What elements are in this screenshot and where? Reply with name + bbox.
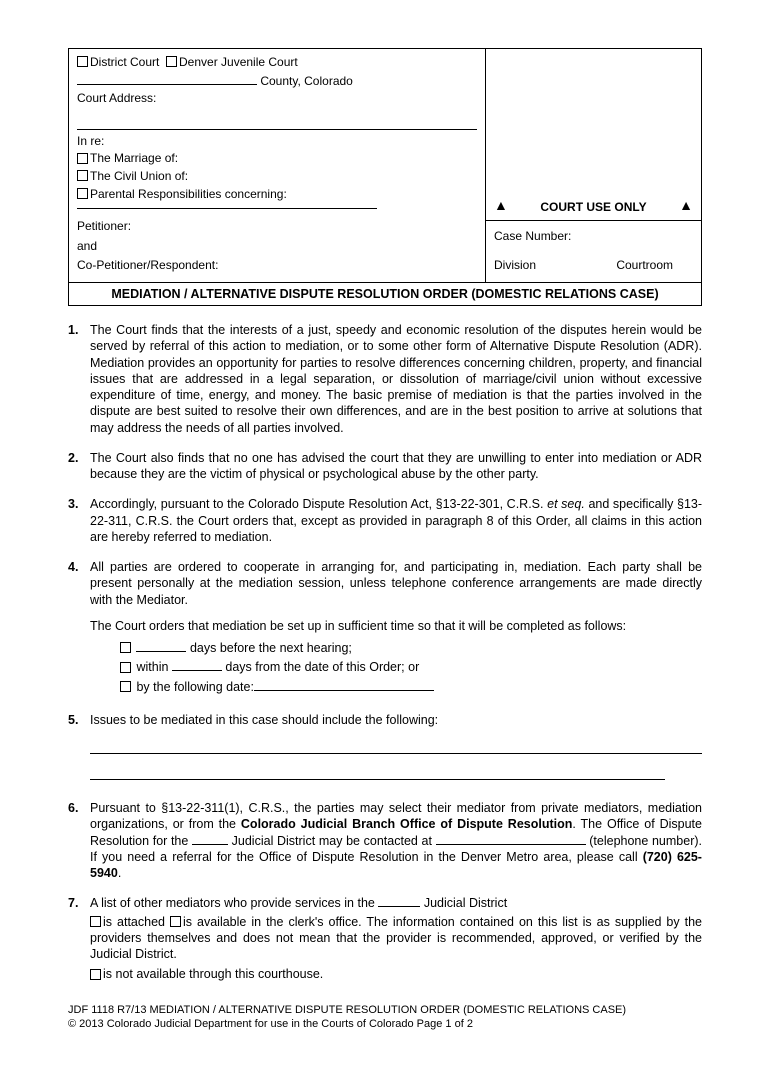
form-header: District Court Denver Juvenile Court Cou…: [68, 48, 702, 283]
opt-by-date: by the following date:: [136, 680, 253, 694]
item-7-intro-b: Judicial District: [420, 896, 507, 910]
blank-within-days[interactable]: [172, 659, 222, 671]
blank-phone[interactable]: [436, 833, 586, 845]
copetitioner-label: Co-Petitioner/Respondent:: [77, 258, 477, 274]
checkbox-available[interactable]: [170, 916, 181, 927]
in-re-label: In re:: [77, 134, 477, 150]
blank-district-2[interactable]: [378, 895, 420, 907]
issue-line-2[interactable]: [90, 764, 665, 780]
triangle-left-icon: ▲: [494, 196, 508, 214]
triangle-right-icon: ▲: [679, 196, 693, 214]
item-1: 1. The Court finds that the interests of…: [68, 322, 702, 436]
item-number: 5.: [68, 712, 90, 780]
blank-district-1[interactable]: [192, 833, 228, 845]
checkbox-attached[interactable]: [90, 916, 101, 927]
blank-days-before[interactable]: [136, 640, 186, 652]
item-number: 3.: [68, 496, 90, 545]
item-4-intro: The Court orders that mediation be set u…: [90, 618, 702, 634]
checkbox-district-court[interactable]: [77, 56, 88, 67]
opt-attached: is attached: [103, 915, 170, 929]
checkbox-denver-juvenile[interactable]: [166, 56, 177, 67]
county-blank[interactable]: [77, 73, 257, 85]
blank-by-date[interactable]: [254, 679, 434, 691]
footer-line-2: © 2013 Colorado Judicial Department for …: [68, 1017, 702, 1031]
item-number: 2.: [68, 450, 90, 483]
checkbox-civil-union[interactable]: [77, 170, 88, 181]
item-4-options: days before the next hearing; within day…: [120, 640, 702, 695]
courtroom-label: Courtroom: [616, 258, 673, 274]
page-footer: JDF 1118 R7/13 MEDIATION / ALTERNATIVE D…: [68, 1003, 702, 1032]
checkbox-by-date[interactable]: [120, 681, 131, 692]
label-parental: Parental Responsibilities concerning:: [90, 187, 287, 201]
issue-line-1[interactable]: [90, 738, 702, 754]
checkbox-parental[interactable]: [77, 188, 88, 199]
item-number: 4.: [68, 559, 90, 698]
item-7: 7. A list of other mediators who provide…: [68, 895, 702, 982]
opt-not-available: is not available through this courthouse…: [103, 967, 323, 981]
division-label: Division: [494, 258, 536, 274]
item-5-text: Issues to be mediated in this case shoul…: [90, 713, 438, 727]
label-civil-union: The Civil Union of:: [90, 169, 188, 183]
label-marriage: The Marriage of:: [90, 151, 178, 165]
item-3-text: Accordingly, pursuant to the Colorado Di…: [90, 496, 702, 545]
label-denver-juvenile: Denver Juvenile Court: [179, 55, 298, 69]
item-7-intro-a: A list of other mediators who provide se…: [90, 896, 378, 910]
checkbox-not-available[interactable]: [90, 969, 101, 980]
opt-available: is available in the clerk's office. The …: [90, 915, 702, 962]
item-number: 1.: [68, 322, 90, 436]
case-number-label: Case Number:: [494, 229, 693, 245]
order-body: 1. The Court finds that the interests of…: [68, 322, 702, 983]
checkbox-within-days[interactable]: [120, 662, 131, 673]
item-6: 6. Pursuant to §13-22-311(1), C.R.S., th…: [68, 800, 702, 881]
item-number: 7.: [68, 895, 90, 982]
footer-line-1: JDF 1118 R7/13 MEDIATION / ALTERNATIVE D…: [68, 1003, 702, 1017]
item-number: 6.: [68, 800, 90, 881]
item-1-text: The Court finds that the interests of a …: [90, 322, 702, 436]
form-title: MEDIATION / ALTERNATIVE DISPUTE RESOLUTI…: [68, 283, 702, 306]
petitioner-label: Petitioner:: [77, 219, 477, 235]
opt-within-a: within: [136, 660, 171, 674]
item-4: 4. All parties are ordered to cooperate …: [68, 559, 702, 698]
item-2-text: The Court also finds that no one has adv…: [90, 450, 702, 483]
case-info: Case Number: Division Courtroom: [486, 221, 701, 282]
checkbox-marriage[interactable]: [77, 153, 88, 164]
label-district-court: District Court: [90, 55, 159, 69]
item-2: 2. The Court also finds that no one has …: [68, 450, 702, 483]
opt-days-before: days before the next hearing;: [186, 641, 351, 655]
opt-within-b: days from the date of this Order; or: [222, 660, 419, 674]
header-left: District Court Denver Juvenile Court Cou…: [69, 49, 486, 282]
header-right: ▲ COURT USE ONLY ▲ Case Number: Division…: [486, 49, 701, 282]
court-use-label: COURT USE ONLY: [540, 200, 646, 216]
checkbox-days-before[interactable]: [120, 642, 131, 653]
item-5-body: Issues to be mediated in this case shoul…: [90, 712, 702, 780]
county-suffix: County, Colorado: [260, 74, 353, 88]
item-4-body: All parties are ordered to cooperate in …: [90, 559, 702, 698]
court-address-label: Court Address:: [77, 91, 477, 107]
item-3: 3. Accordingly, pursuant to the Colorado…: [68, 496, 702, 545]
item-4-text: All parties are ordered to cooperate in …: [90, 560, 702, 607]
item-5: 5. Issues to be mediated in this case sh…: [68, 712, 702, 780]
item-6-text: Pursuant to §13-22-311(1), C.R.S., the p…: [90, 800, 702, 881]
court-use-only: ▲ COURT USE ONLY ▲: [486, 49, 701, 221]
item-7-body: A list of other mediators who provide se…: [90, 895, 702, 982]
and-label: and: [77, 239, 477, 255]
